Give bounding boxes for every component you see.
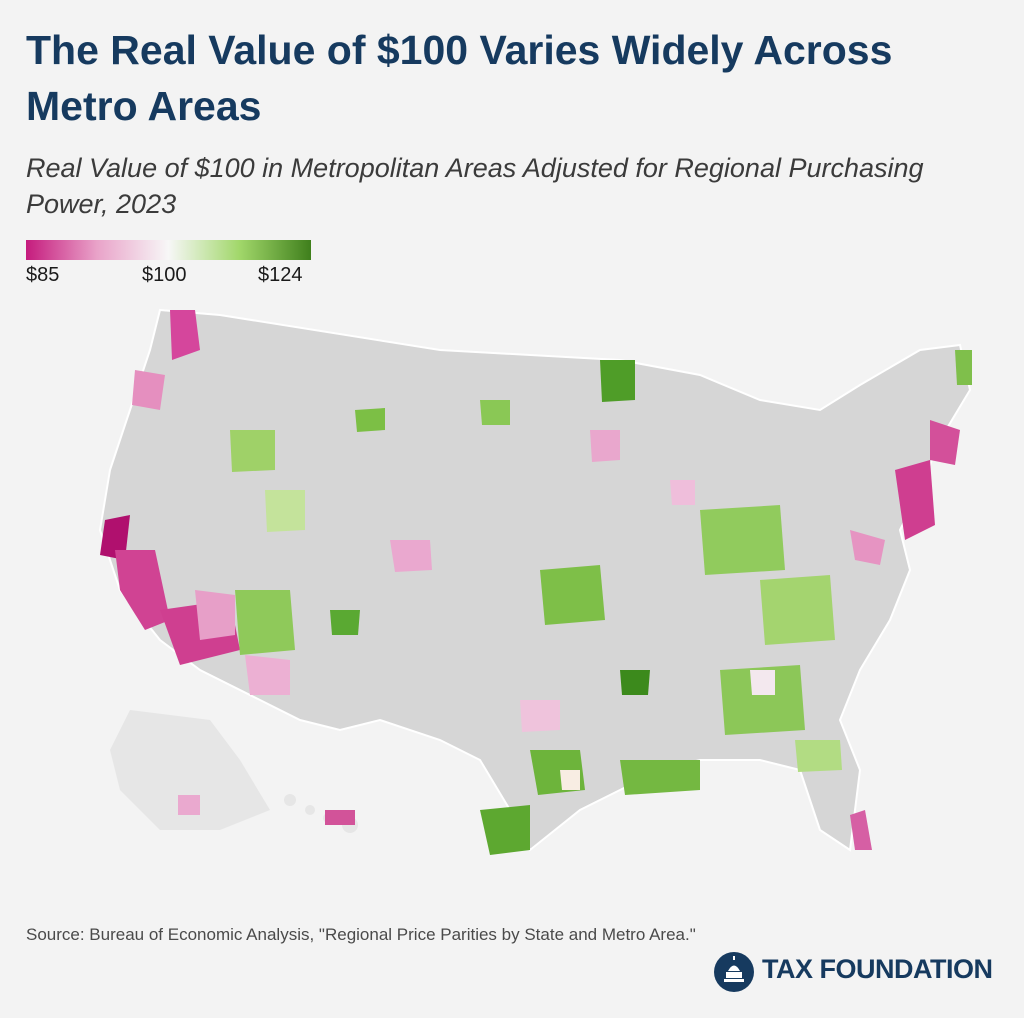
tax-foundation-logo: TAX FOUNDATION (712, 950, 1012, 994)
us-metro-map (60, 290, 1020, 890)
boston-area (930, 420, 960, 465)
us-map-svg (98, 308, 972, 855)
legend-min-label: $85 (26, 264, 60, 286)
texas-neutral-metro (560, 770, 580, 790)
pink-metros (100, 310, 960, 850)
austin-area (520, 700, 560, 732)
alaska-outline (110, 710, 270, 830)
minnesota-north-metro (600, 360, 635, 402)
chicago-area (670, 480, 695, 505)
northeast-corridor (895, 460, 935, 540)
new-mexico-metro (330, 610, 360, 635)
idaho-montana-metros (230, 430, 275, 472)
sun-belt-neutral-metro (750, 670, 775, 695)
montana-metro (355, 408, 385, 432)
capitol-dome-icon (714, 952, 754, 992)
bay-area-region (100, 515, 130, 560)
florida-panhandle-metros (795, 740, 842, 772)
maine-metro (955, 350, 972, 385)
hawaii-honolulu (325, 810, 355, 825)
legend-gradient-bar (26, 240, 311, 260)
seattle-region (170, 310, 200, 360)
denver-area (390, 540, 432, 572)
phoenix-area (245, 655, 290, 695)
utah-metros (265, 490, 305, 532)
ohio-valley-metros (700, 505, 785, 575)
nevada-arizona-metros (235, 590, 295, 655)
coastal-california (115, 550, 170, 630)
logo-wordmark: TAX FOUNDATION (762, 954, 993, 984)
chart-subtitle: Real Value of $100 in Metropolitan Areas… (26, 153, 924, 219)
inland-empire (195, 590, 235, 640)
green-metros (230, 350, 972, 855)
chart-title: The Real Value of $100 Varies Widely Acr… (26, 27, 893, 129)
portland-region (132, 370, 165, 410)
source-note: Source: Bureau of Economic Analysis, "Re… (26, 925, 696, 944)
color-legend: $85 $100 $124 (26, 240, 316, 286)
neutral-metros (560, 670, 775, 790)
arkansas-metro (620, 670, 650, 695)
georgia-alabama-metros (720, 665, 805, 735)
minneapolis-area (590, 430, 620, 462)
kansas-oklahoma-metros (540, 565, 605, 625)
dc-area (850, 530, 885, 565)
south-texas-metros (480, 805, 530, 855)
alaska-anchorage (178, 795, 200, 815)
north-dakota-metro (480, 400, 510, 425)
legend-max-label: $124 (258, 264, 303, 286)
appalachia-metros (760, 575, 835, 645)
miami-area (850, 810, 872, 850)
legend-mid-label: $100 (142, 264, 187, 286)
louisiana-metros (620, 760, 700, 795)
